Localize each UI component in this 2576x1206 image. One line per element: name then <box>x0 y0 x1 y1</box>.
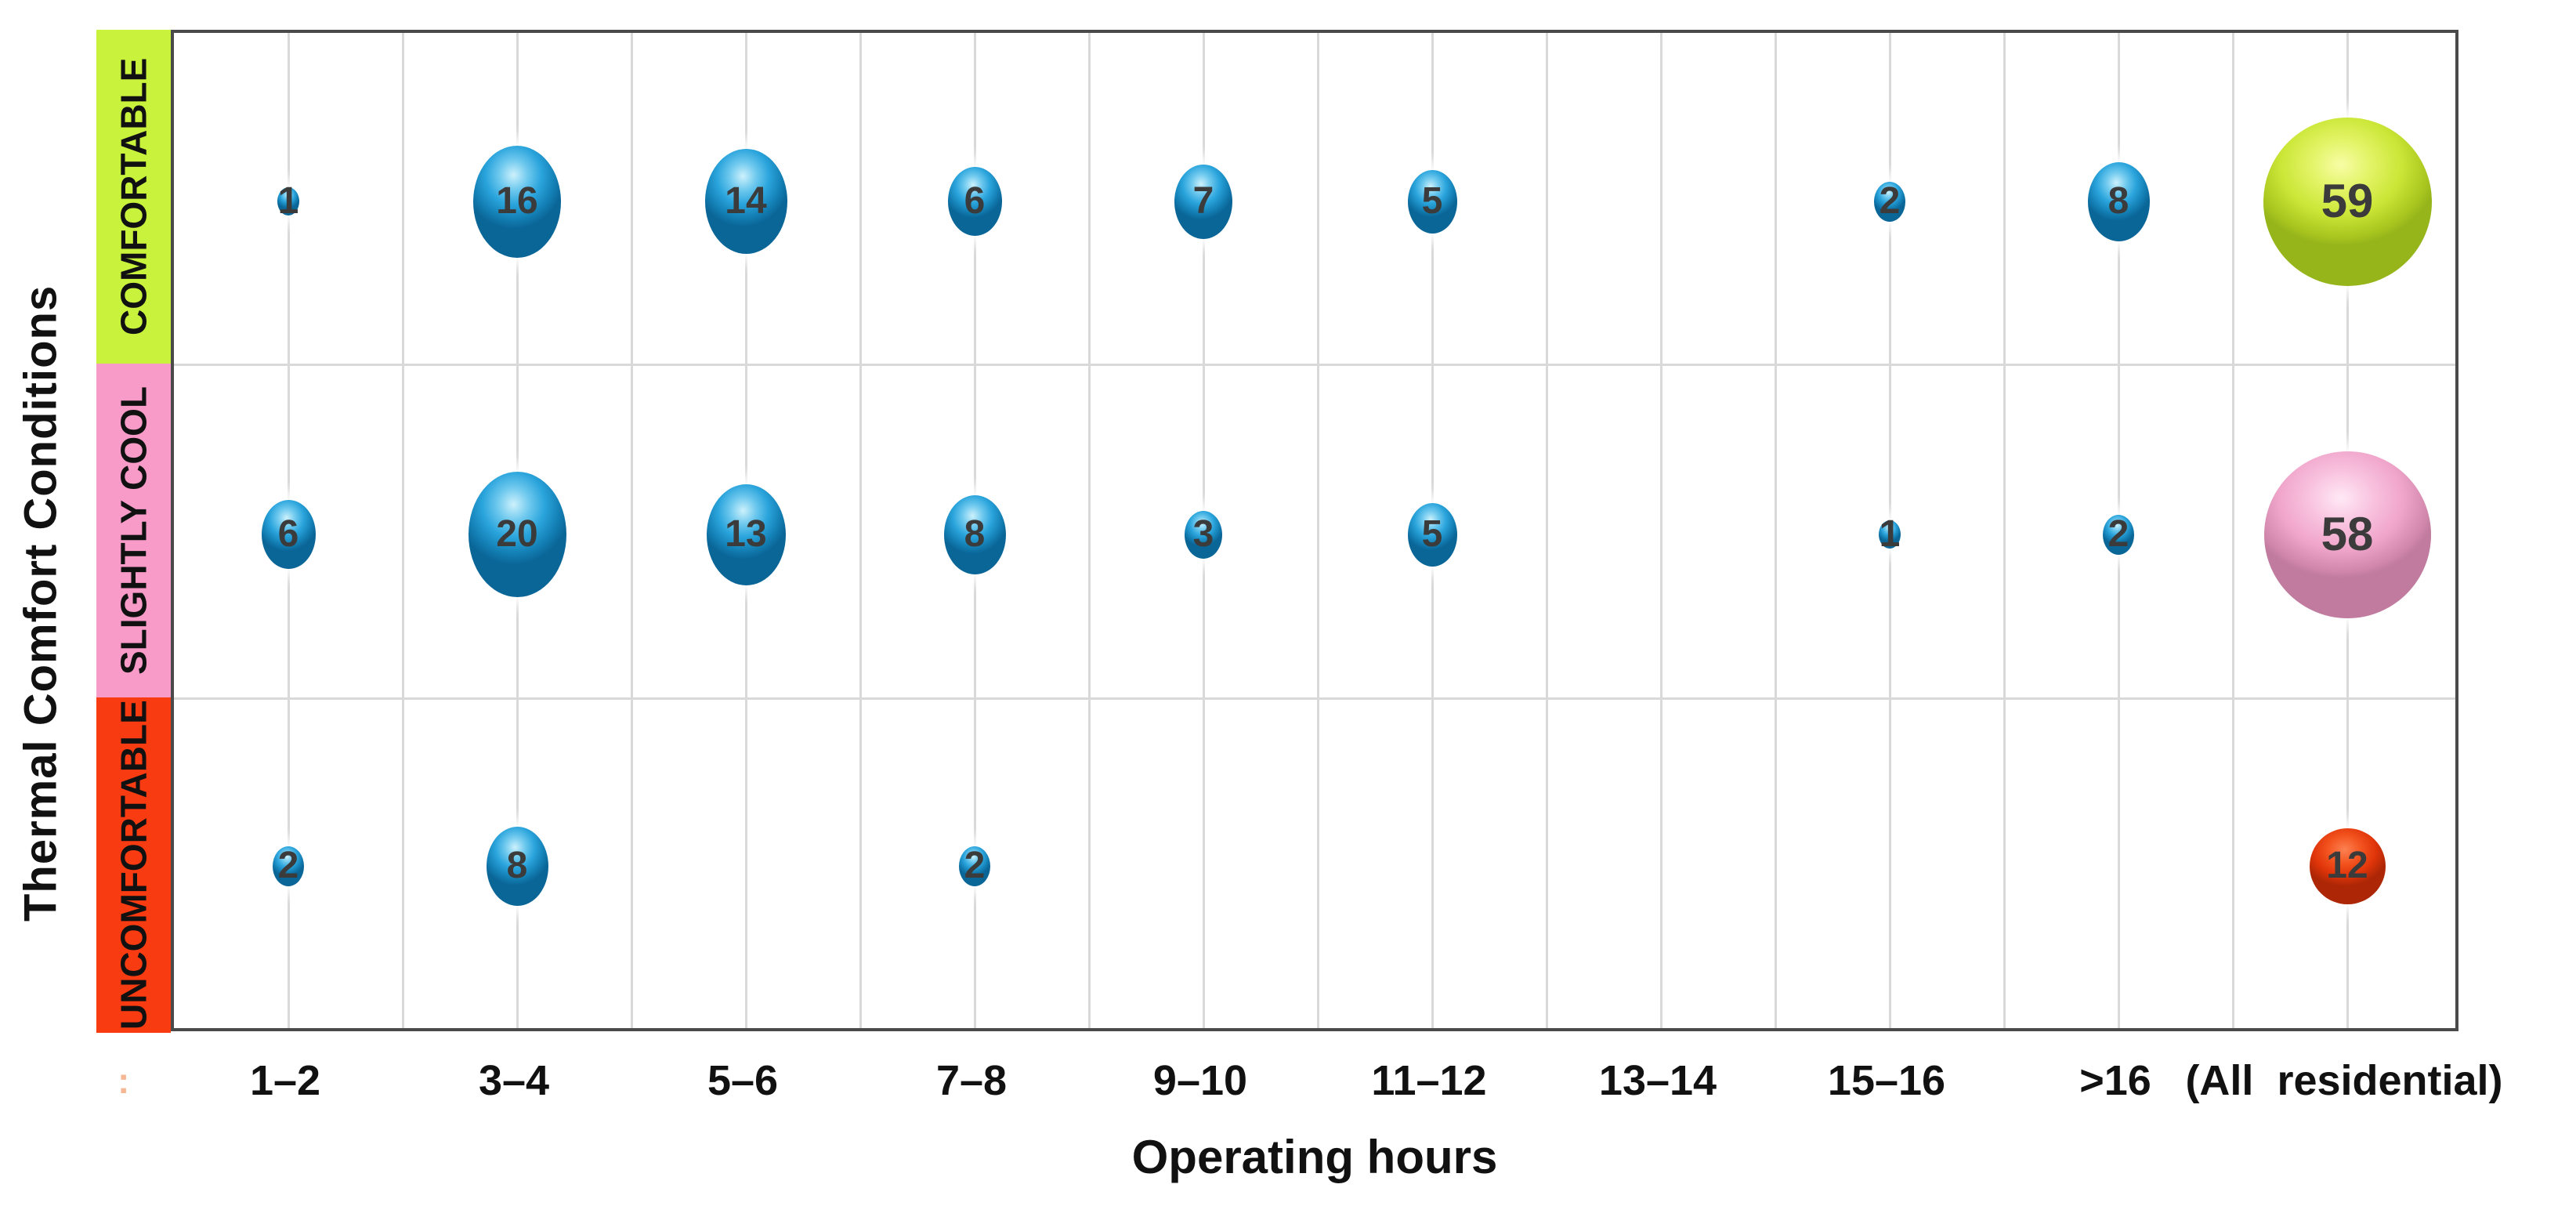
bubble-value: 5 <box>1421 180 1443 222</box>
row-band-comfortable: COMFORTABLE <box>96 30 171 364</box>
bubble-value: 1 <box>1879 513 1901 555</box>
bubble-value: 16 <box>496 180 538 222</box>
stray-axis-mark: : <box>118 1060 130 1101</box>
x-tick-label-3: 7–8 <box>935 1057 1008 1104</box>
y-axis-title: Thermal Comfort Conditions <box>15 284 67 922</box>
bubble-row0-col1 <box>473 145 561 258</box>
bubble-row0-col7 <box>1874 181 1905 222</box>
bubble-value: 58 <box>2321 508 2374 560</box>
bubble-row0-col8 <box>2087 161 2150 241</box>
gridline-vertical <box>2003 33 2006 1028</box>
bubble-value: 6 <box>964 180 986 222</box>
bubble-value: 2 <box>2107 513 2129 555</box>
bubble-value: 2 <box>1879 180 1901 222</box>
bubble-row1-col3 <box>943 494 1006 574</box>
row-band-slightly-cool: SLIGHTLY COOL <box>96 364 171 697</box>
bubble-row2-col9 <box>2309 828 2386 904</box>
x-tick-label-9: (All residential) <box>2185 1057 2503 1104</box>
bubble-row0-col2 <box>704 149 787 254</box>
bubble-value: 2 <box>277 845 299 886</box>
x-tick-label-0: 1–2 <box>249 1057 321 1104</box>
x-tick-label-4: 9–10 <box>1152 1057 1248 1104</box>
row-band-uncomfortable: UNCOMFORTABLE <box>96 697 171 1033</box>
bubble-value: 8 <box>506 845 528 886</box>
gridline-vertical <box>1088 33 1091 1028</box>
gridline-vertical <box>1660 33 1662 1028</box>
x-axis-title: Operating hours <box>1131 1131 1498 1183</box>
bubble-row1-col7 <box>1879 520 1901 549</box>
bubble-row1-col8 <box>2103 514 2134 555</box>
x-tick-label-1: 3–4 <box>478 1057 550 1104</box>
bubble-value: 12 <box>2326 845 2368 886</box>
bubble-value: 13 <box>725 513 767 555</box>
bubble-value: 20 <box>496 513 538 555</box>
bubble-value: 8 <box>2107 180 2129 222</box>
bubble-row1-col5 <box>1407 502 1457 567</box>
bubble-row0-col4 <box>1174 164 1232 239</box>
bubble-row1-col2 <box>706 483 786 585</box>
bubble-value: 5 <box>1421 513 1443 555</box>
gridline-horizontal <box>174 364 2455 366</box>
bubble-row0-col9 <box>2263 117 2432 286</box>
gridline-vertical <box>1317 33 1319 1028</box>
bubble-value: 8 <box>964 513 986 555</box>
x-tick-label-5: 11–12 <box>1371 1057 1487 1104</box>
bubble-row0-col3 <box>947 167 1002 236</box>
gridline-vertical <box>631 33 633 1028</box>
x-tick-label-2: 5–6 <box>707 1057 779 1104</box>
gridline-horizontal <box>174 697 2455 700</box>
bubble-row1-col9 <box>2263 451 2431 618</box>
bubble-row2-col3 <box>959 846 990 886</box>
bubble-value: 14 <box>725 180 767 222</box>
bubble-value: 7 <box>1192 180 1214 222</box>
bubble-row0-col0 <box>277 187 299 215</box>
x-tick-label-7: 15–16 <box>1827 1057 1946 1104</box>
bubble-row2-col0 <box>273 846 304 886</box>
gridline-vertical <box>402 33 404 1028</box>
bubble-row1-col0 <box>261 500 316 569</box>
gridline-vertical <box>859 33 862 1028</box>
x-tick-label-6: 13–14 <box>1598 1057 1717 1104</box>
bubble-value: 3 <box>1192 513 1214 555</box>
bubble-value: 2 <box>964 845 986 886</box>
bubble-row1-col4 <box>1185 510 1222 559</box>
x-tick-label-8: >16 <box>2079 1057 2151 1104</box>
bubble-row1-col1 <box>468 472 566 597</box>
gridline-vertical <box>1775 33 1777 1028</box>
gridline-vertical <box>2232 33 2234 1028</box>
bubble-value: 6 <box>277 513 299 555</box>
gridline-vertical <box>1546 33 1548 1028</box>
bubble-row0-col5 <box>1407 169 1457 234</box>
bubble-value: 59 <box>2321 175 2374 227</box>
bubble-value: 1 <box>277 180 299 222</box>
bubble-row2-col1 <box>486 826 548 906</box>
plot-area: 1 16 14 6 7 5 2 8 59 6 20 13 8 3 5 1 2 58 2 8 2 12 <box>171 30 2458 1031</box>
